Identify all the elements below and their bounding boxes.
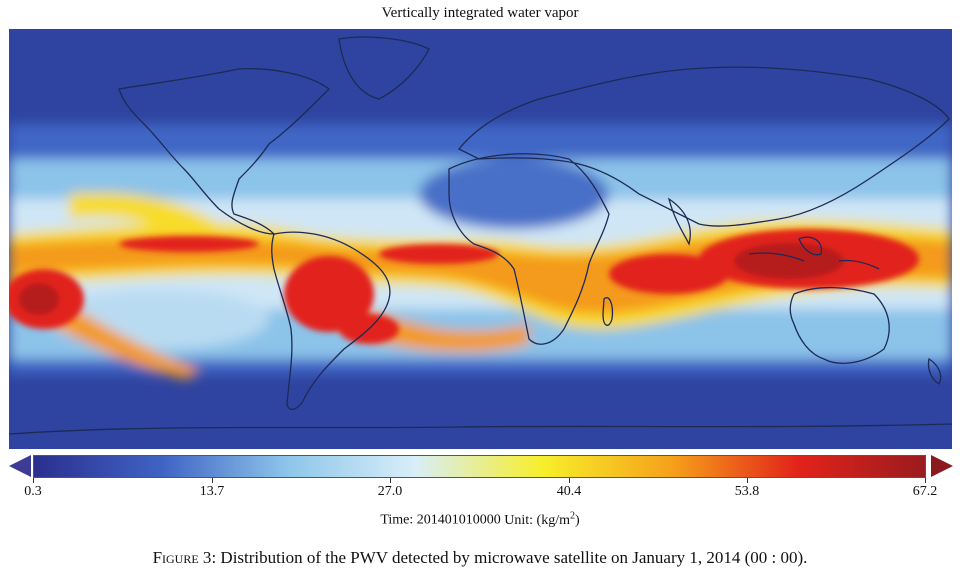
pwv-map bbox=[9, 29, 952, 449]
coastline-madagascar bbox=[602, 297, 614, 326]
colorbar-tick-label: 0.3 bbox=[24, 484, 42, 499]
coastlines bbox=[9, 36, 952, 435]
coastline-greenland bbox=[338, 36, 430, 100]
moisture-cores bbox=[9, 229, 919, 344]
coastline-new-zealand bbox=[927, 357, 942, 385]
figure-caption-text: : Distribution of the PWV detected by mi… bbox=[211, 548, 808, 567]
core-west-pacific-deep bbox=[19, 283, 59, 315]
core-atlantic-itcz bbox=[379, 244, 499, 264]
coastline-australia bbox=[789, 286, 890, 364]
time-label: Time: 201401010000 bbox=[380, 512, 501, 528]
colorbar-tick bbox=[925, 478, 926, 483]
dry-region-sahara bbox=[419, 159, 609, 229]
pacific-yellow-arm bbox=[69, 192, 219, 239]
colorbar-tick-label: 53.8 bbox=[734, 484, 760, 499]
colorbar-caption: Time: 201401010000 Unit: (kg/m2) bbox=[0, 508, 960, 529]
coastline-eurasia bbox=[457, 66, 950, 227]
core-central-pacific bbox=[119, 236, 259, 252]
coastline-borneo bbox=[798, 236, 822, 256]
colorbar-tick bbox=[390, 478, 391, 483]
colorbar bbox=[0, 452, 960, 482]
coastline-south-america bbox=[271, 231, 391, 411]
colorbar-tick bbox=[747, 478, 748, 483]
colorbar-tick-label: 13.7 bbox=[199, 484, 225, 499]
core-maritime-continent-deep bbox=[734, 243, 844, 279]
colorbar-tick bbox=[33, 478, 34, 483]
unit-label: Unit: (kg/m2) bbox=[504, 510, 580, 528]
colorbar-right-arrow bbox=[931, 455, 953, 477]
colorbar-left-arrow bbox=[9, 455, 31, 477]
colorbar-gradient bbox=[33, 455, 926, 478]
south-atlantic-convergence bbox=[299, 289, 529, 352]
figure-label: Figure 3 bbox=[152, 548, 212, 567]
colorbar-tick-label: 67.2 bbox=[912, 484, 938, 499]
colorbar-tick bbox=[569, 478, 570, 483]
coastline-north-america bbox=[118, 68, 330, 235]
colorbar-tick bbox=[212, 478, 213, 483]
coastline-new-guinea bbox=[838, 259, 880, 270]
coastline-antarctica bbox=[9, 423, 952, 435]
figure-title: Vertically integrated water vapor bbox=[381, 5, 579, 21]
coastline-sumatra bbox=[748, 252, 805, 262]
coastline-india bbox=[667, 197, 691, 246]
colorbar-tick-label: 40.4 bbox=[556, 484, 582, 499]
coastline-africa bbox=[448, 153, 610, 345]
figure-caption: Figure 3: Distribution of the PWV detect… bbox=[0, 548, 960, 568]
core-indian-ocean bbox=[609, 254, 729, 294]
core-amazon bbox=[284, 256, 374, 332]
colorbar-tick-label: 27.0 bbox=[377, 484, 403, 499]
